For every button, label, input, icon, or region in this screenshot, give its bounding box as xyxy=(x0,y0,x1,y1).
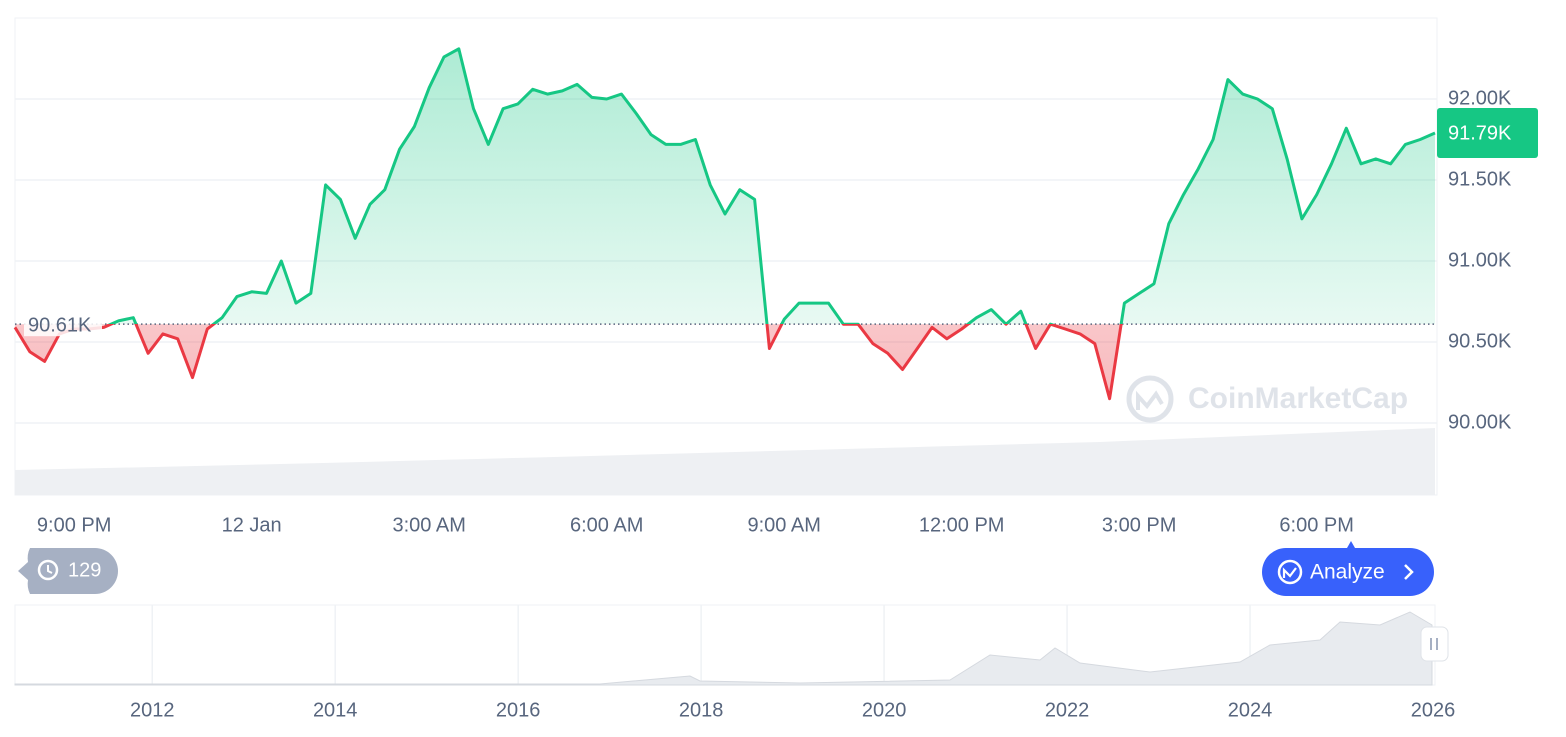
y-tick-label: 90.50K xyxy=(1448,330,1512,352)
analyze-label: Analyze xyxy=(1310,561,1385,584)
navigator-tick-label: 2014 xyxy=(313,699,358,721)
last-price-label: 91.79K xyxy=(1448,122,1512,144)
x-tick-label: 9:00 PM xyxy=(37,514,111,536)
x-tick-label: 3:00 PM xyxy=(1102,514,1176,536)
navigator-area xyxy=(14,611,1433,686)
area-below xyxy=(15,324,1435,399)
analyze-icon xyxy=(1282,567,1297,578)
navigator-tick-label: 2012 xyxy=(130,699,175,721)
analyze-pointer xyxy=(1347,541,1355,548)
history-count: 129 xyxy=(68,559,101,581)
area-above xyxy=(111,48,1435,325)
history-icon xyxy=(37,559,59,581)
analyze-button[interactable]: Analyze xyxy=(1262,541,1434,596)
x-tick-label: 6:00 PM xyxy=(1279,514,1353,536)
navigator-tick-label: 2016 xyxy=(496,699,541,721)
y-tick-label: 91.50K xyxy=(1448,168,1512,190)
navigator-tick-label: 2022 xyxy=(1045,699,1090,721)
x-tick-label: 9:00 AM xyxy=(747,514,820,536)
watermark-logo xyxy=(1126,375,1174,423)
navigator-tick-label: 2026 xyxy=(1411,699,1456,721)
x-tick-label: 12 Jan xyxy=(222,514,282,536)
volume-area xyxy=(15,428,1435,495)
navigator-tick-label: 2018 xyxy=(679,699,724,721)
analyze-pill xyxy=(1262,548,1434,596)
y-tick-label: 90.00K xyxy=(1448,411,1512,433)
analyze-icon xyxy=(1277,559,1303,585)
navigator-tick-label: 2020 xyxy=(862,699,907,721)
history-icon xyxy=(47,565,53,574)
history-button[interactable]: 129 xyxy=(18,548,118,594)
history-pill xyxy=(18,548,118,594)
x-tick-label: 12:00 PM xyxy=(919,514,1005,536)
navigator-handle[interactable] xyxy=(1420,626,1449,662)
y-tick-label: 92.00K xyxy=(1448,87,1512,109)
y-tick-label: 91.00K xyxy=(1448,249,1512,271)
last-price-tag xyxy=(1437,108,1538,159)
navigator-handle-grip xyxy=(1430,638,1438,650)
x-tick-label: 6:00 AM xyxy=(570,514,643,536)
baseline-label-bg xyxy=(24,310,102,337)
watermark-text: CoinMarketCap xyxy=(1188,382,1408,415)
watermark-logo xyxy=(1136,390,1164,410)
watermark: CoinMarketCap xyxy=(1126,375,1408,423)
x-tick-label: 3:00 AM xyxy=(392,514,465,536)
analyze-chevron xyxy=(1404,564,1414,580)
baseline-label: 90.61K xyxy=(28,314,92,336)
price-line xyxy=(13,47,1436,401)
navigator-tick-label: 2024 xyxy=(1228,699,1273,721)
